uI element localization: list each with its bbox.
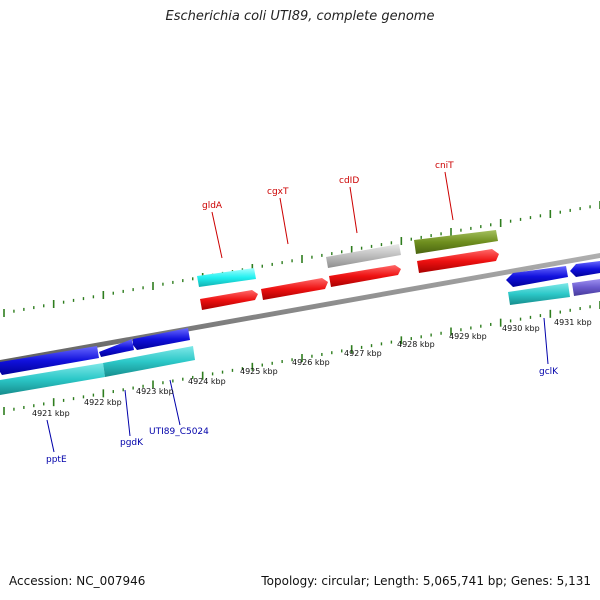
callout-line xyxy=(169,379,181,426)
callout-line xyxy=(279,197,289,245)
gene-reverse-arrow[interactable] xyxy=(506,266,568,287)
callout-line xyxy=(444,171,454,221)
gene-reverse-arrow[interactable] xyxy=(133,328,190,350)
kbp-label: 4928 kbp xyxy=(397,340,435,349)
callout-line xyxy=(211,211,223,259)
kbp-label: 4926 kbp xyxy=(292,358,330,367)
gene-label[interactable]: pptE xyxy=(46,455,67,465)
gene-reverse-arrow[interactable] xyxy=(0,346,99,375)
kbp-label: 4923 kbp xyxy=(136,387,174,396)
kbp-label: 4925 kbp xyxy=(240,367,278,376)
gene-reverse-arrow[interactable] xyxy=(99,339,134,357)
gene-label[interactable]: pgdK xyxy=(120,438,144,448)
gene-forward-arrow[interactable] xyxy=(329,265,401,287)
gene-label[interactable]: gldA xyxy=(202,201,223,211)
gene-cyan[interactable] xyxy=(508,283,570,305)
kbp-label: 4921 kbp xyxy=(32,409,70,418)
gene-label[interactable]: cgxT xyxy=(267,187,289,197)
kbp-label: 4929 kbp xyxy=(449,332,487,341)
kbp-label: 4930 kbp xyxy=(502,324,540,333)
gene-label[interactable]: UTI89_C5024 xyxy=(149,427,209,437)
callout-line xyxy=(46,419,55,453)
gene-cyan[interactable] xyxy=(103,346,195,377)
kbp-label: 4931 kbp xyxy=(554,318,592,327)
gene-label[interactable]: cdID xyxy=(339,176,359,186)
bottom-tick-track xyxy=(3,301,600,415)
gene-label[interactable]: cniT xyxy=(435,161,454,171)
gene-forward-arrow[interactable] xyxy=(200,290,258,310)
kbp-scale-labels: 4921 kbp 4922 kbp 4923 kbp 4924 kbp 4925 kbp… xyxy=(32,318,592,418)
callout-line xyxy=(543,317,549,365)
gene-olive[interactable] xyxy=(414,230,498,254)
gene-forward-arrow[interactable] xyxy=(417,249,499,273)
accession-text: Accession: NC_007946 xyxy=(9,574,146,588)
kbp-label: 4927 kbp xyxy=(344,349,382,358)
gene-reverse-arrow[interactable] xyxy=(570,261,600,277)
gene-callouts: gldA cgxT cdID cniT pptE pgdK UTI89_C5024 gclK xyxy=(46,161,559,465)
gene-label[interactable]: gclK xyxy=(539,367,559,377)
gene-cyan[interactable] xyxy=(0,363,105,395)
gene-lightcyan[interactable] xyxy=(197,268,256,287)
gene-purple[interactable] xyxy=(572,279,600,296)
callout-line xyxy=(124,389,131,437)
kbp-label: 4922 kbp xyxy=(84,398,122,407)
callout-line xyxy=(349,186,358,234)
gene-grey[interactable] xyxy=(326,244,401,268)
map-title: Escherichia coli UTI89, complete genome xyxy=(165,9,435,24)
genome-summary-text: Topology: circular; Length: 5,065,741 bp… xyxy=(261,574,591,588)
kbp-label: 4924 kbp xyxy=(188,377,226,386)
gene-forward-arrow[interactable] xyxy=(261,278,328,300)
